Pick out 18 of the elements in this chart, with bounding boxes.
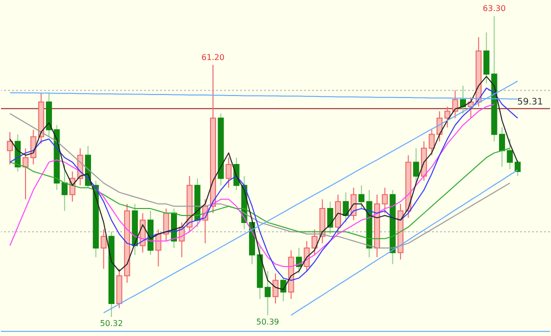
candlestick (413, 148, 420, 184)
candlestick (226, 157, 232, 188)
candlestick (6, 132, 13, 166)
ref-line-label: 59.31 (517, 98, 543, 108)
candlestick (342, 192, 349, 223)
annotation: 50.39 (256, 317, 280, 326)
annotation: 50.32 (100, 319, 123, 328)
candlestick (312, 228, 318, 256)
candlestick (499, 126, 506, 168)
candlestick (296, 247, 302, 274)
annotation: 61.20 (202, 52, 224, 62)
candlestick (100, 228, 107, 270)
candlestick (327, 201, 334, 235)
candlestick (460, 85, 466, 114)
candlestick (22, 148, 29, 200)
candlestick (382, 187, 388, 214)
candlestick (272, 272, 278, 304)
annotation: 63.30 (482, 4, 506, 14)
